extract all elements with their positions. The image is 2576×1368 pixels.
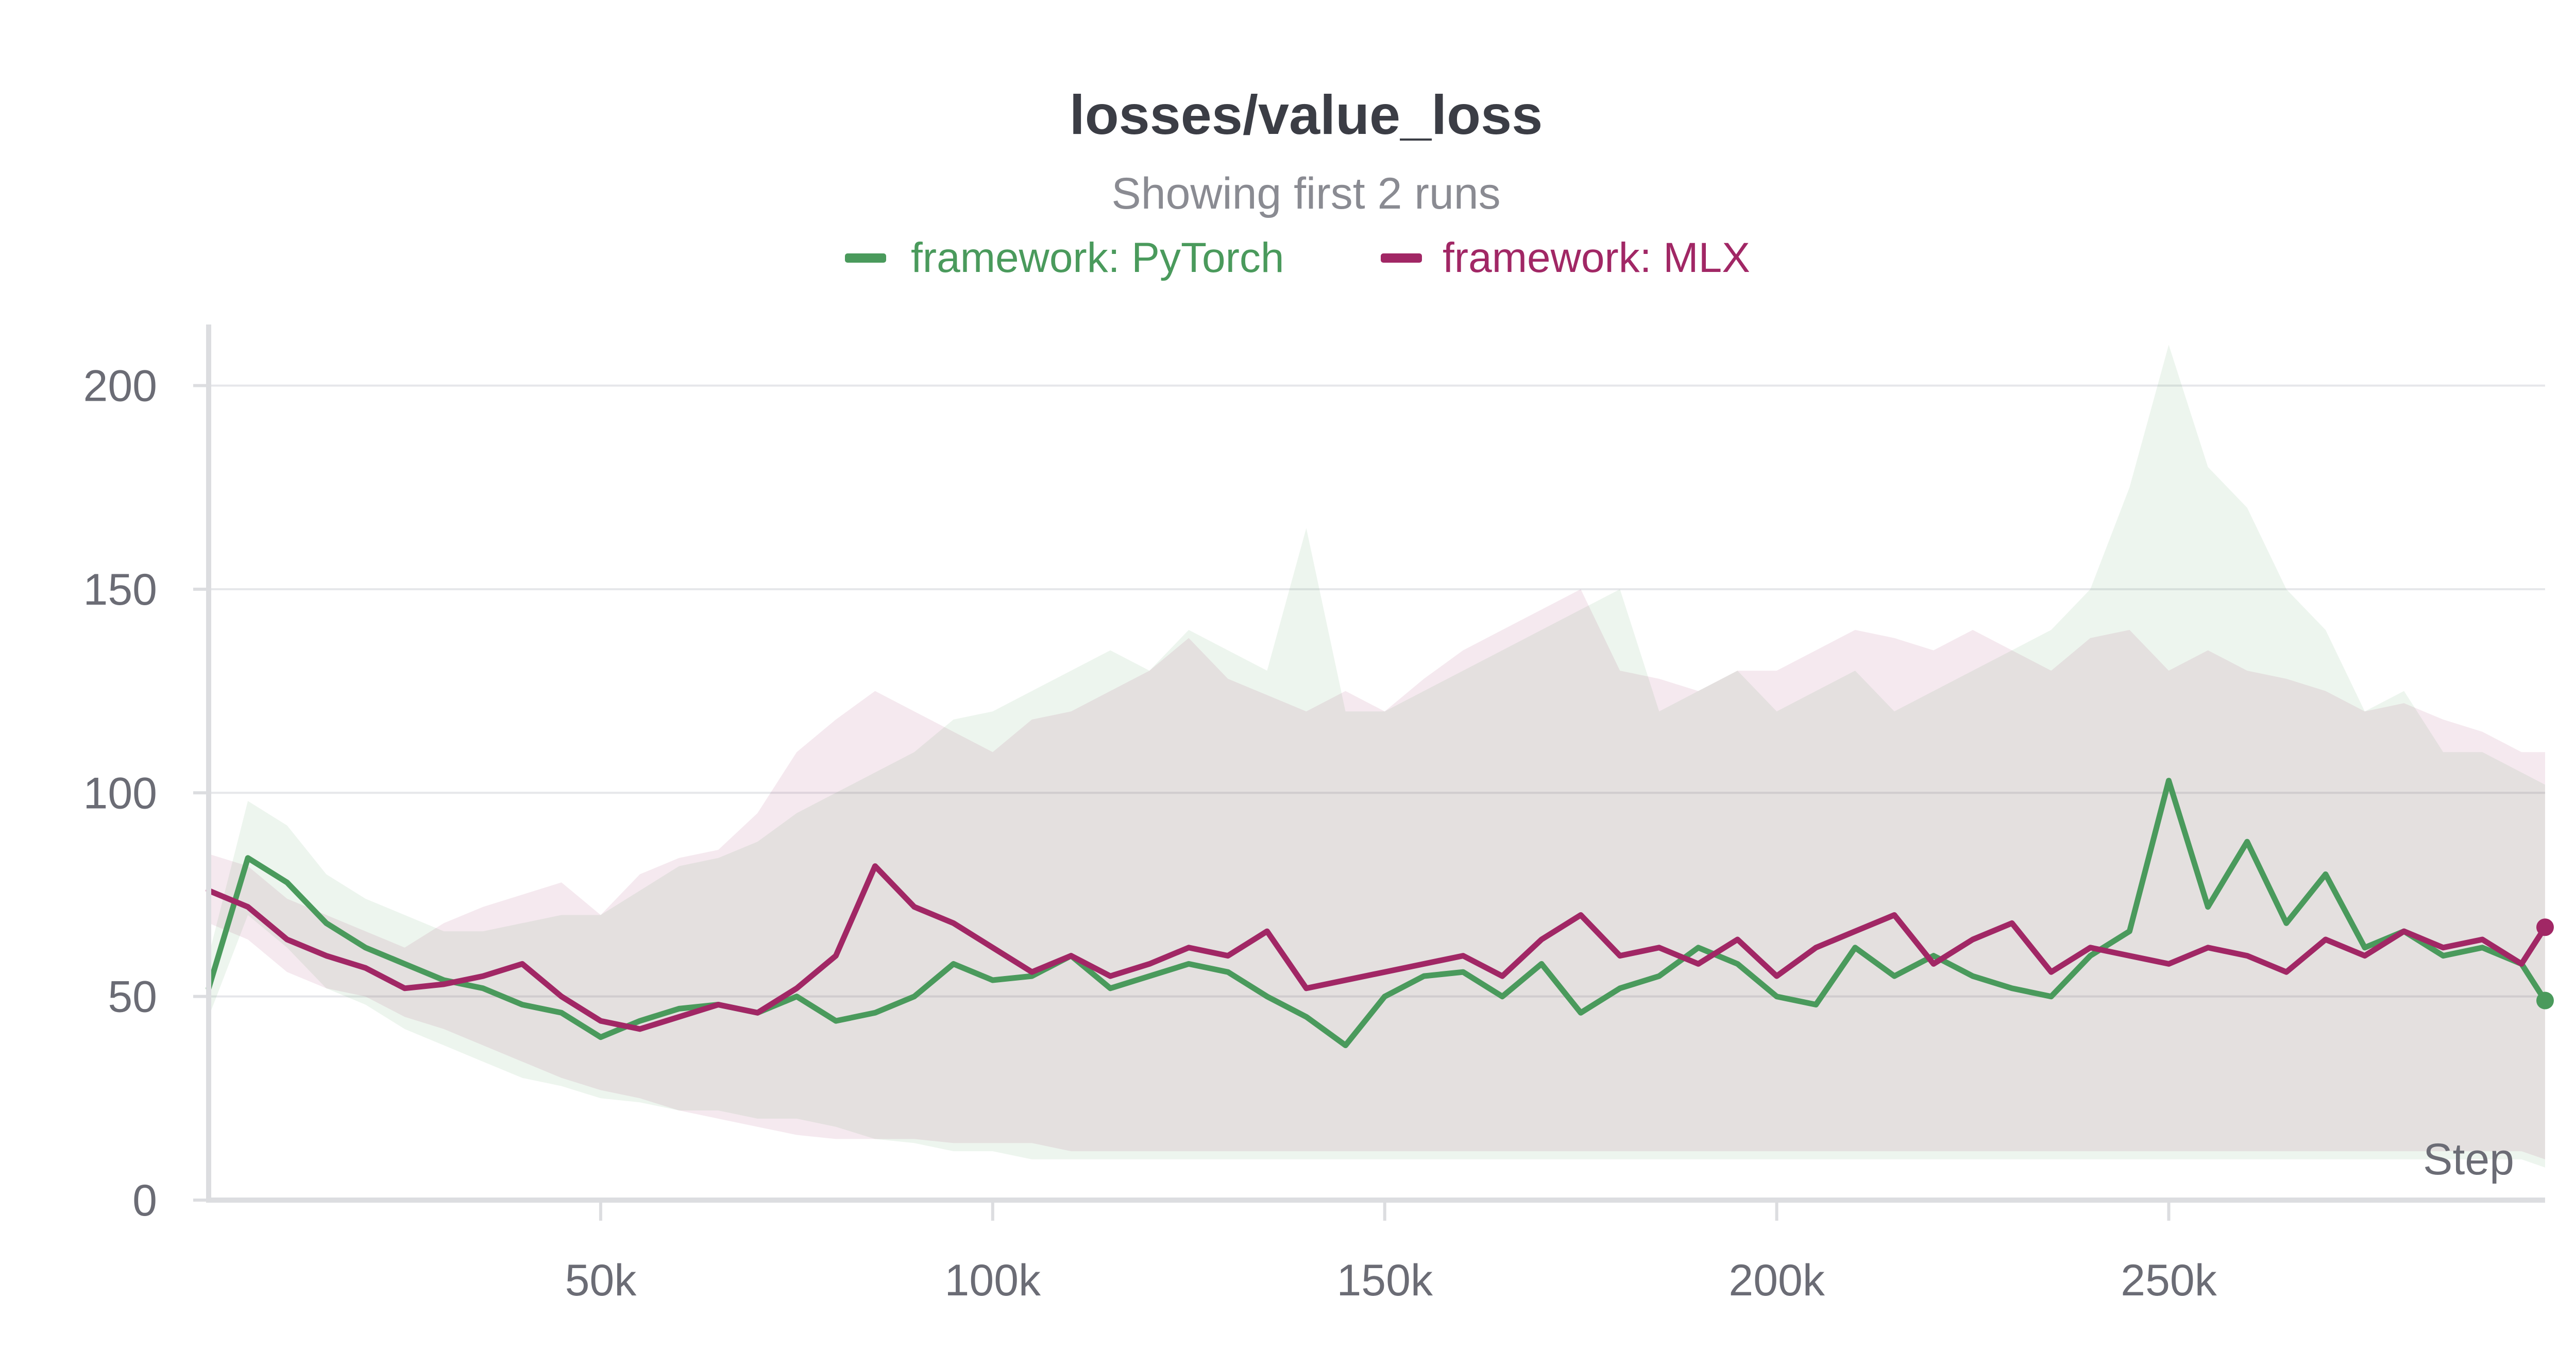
chart-subtitle: Showing first 2 runs (1111, 169, 1500, 218)
legend-label-pytorch: framework: PyTorch (911, 234, 1284, 281)
y-tick-label: 50 (108, 972, 157, 1022)
y-tick-label: 0 (132, 1176, 157, 1225)
x-axis-label: Step (2423, 1135, 2514, 1184)
legend-item-mlx[interactable]: framework: MLX (1381, 234, 1750, 281)
endpoint-pytorch[interactable] (2536, 991, 2554, 1010)
y-tick-label: 150 (83, 565, 158, 614)
range-band-mlx (209, 589, 2545, 1159)
legend[interactable]: framework: PyTorch framework: MLX (845, 234, 1750, 281)
gridlines (209, 384, 2545, 998)
series-lines (206, 778, 2548, 1048)
legend-swatch-mlx (1381, 253, 1422, 263)
chart-title: losses/value_loss (1070, 83, 1543, 146)
x-tick-label: 50k (565, 1256, 637, 1305)
x-tick-label: 100k (945, 1256, 1041, 1305)
y-tick-label: 200 (83, 362, 158, 411)
series-line-mlx[interactable] (206, 863, 2548, 1032)
x-tick-label: 200k (1728, 1256, 1825, 1305)
legend-item-pytorch[interactable]: framework: PyTorch (845, 234, 1284, 281)
range-band-pytorch (209, 345, 2545, 1168)
range-bands (209, 345, 2545, 1168)
endpoint-mlx[interactable] (2536, 918, 2554, 936)
series-endpoints (2536, 918, 2554, 1010)
y-tick-label: 100 (83, 768, 158, 818)
axis-ticks: 0 50 100 150 200 50k 100k 150k 200k 250k (83, 362, 2217, 1305)
axes (206, 324, 2545, 1203)
legend-label-mlx: framework: MLX (1443, 234, 1750, 281)
x-tick-label: 150k (1336, 1256, 1433, 1305)
series-line-pytorch[interactable] (206, 778, 2548, 1048)
legend-swatch-pytorch (845, 253, 886, 263)
x-tick-label: 250k (2121, 1256, 2217, 1305)
